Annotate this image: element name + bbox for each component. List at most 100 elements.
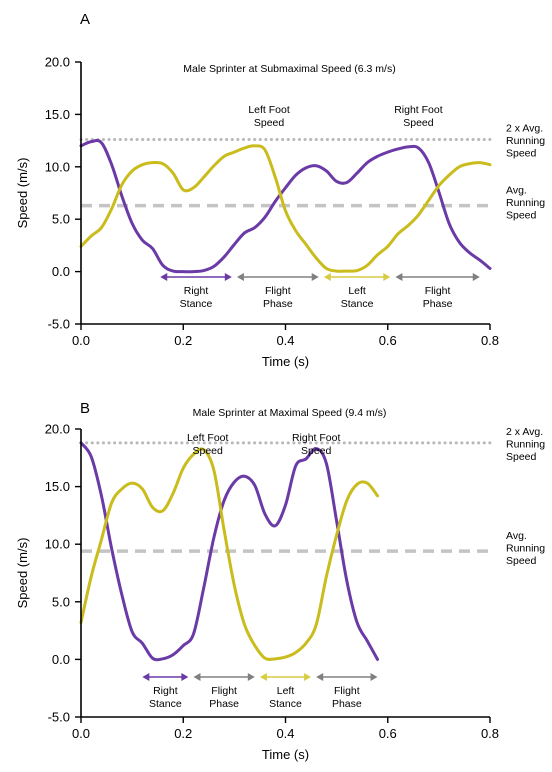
reference-line-label-line: 2 x Avg.: [506, 123, 543, 135]
phase-arrow-head-left: [323, 273, 331, 281]
phase-arrow-head-left: [395, 273, 403, 281]
phase-label-line: Phase: [263, 298, 293, 310]
reference-line-label-line: Running: [506, 135, 545, 147]
phase-arrow-head-left: [193, 673, 201, 681]
phase-arrow-head-left: [142, 673, 150, 681]
curve-label-line: Left Foot: [248, 104, 290, 116]
phase-label: Flight Phase: [263, 285, 293, 310]
phase-arrow-left-stance: Left Stance: [323, 273, 391, 310]
phase-label-line: Stance: [149, 698, 182, 710]
phase-label-line: Right: [153, 685, 178, 697]
phase-label: Flight Phase: [423, 285, 453, 310]
phase-label: Left Stance: [341, 285, 374, 310]
phase-label: Flight Phase: [209, 685, 239, 710]
phase-arrow-flight-phase: Flight Phase: [193, 673, 255, 710]
x-tick-label: 0.6: [379, 333, 397, 348]
phase-label: Right Stance: [180, 285, 213, 310]
chart-panel-a: A Male Sprinter at Submaximal Speed (6.3 …: [15, 11, 545, 369]
x-axis-label: Time (s): [262, 747, 309, 762]
reference-line-label-line: Speed: [506, 210, 537, 222]
chart-panel-b: B Male Sprinter at Maximal Speed (9.4 m/s…: [15, 400, 545, 762]
curve-label: Left Foot Speed: [187, 432, 229, 457]
y-tick-label: 15.0: [45, 479, 70, 494]
phase-arrow-head-right: [370, 673, 378, 681]
curve-label: Left Foot Speed: [248, 104, 290, 129]
curve-label-line: Right Foot: [394, 104, 443, 116]
series-line-left-foot: [79, 144, 492, 273]
reference-line-label-line: 2 x Avg.: [506, 426, 543, 438]
phase-arrow-head-right: [311, 273, 319, 281]
x-axis-label: Time (s): [262, 354, 309, 369]
reference-line-label: 2 x Avg. Running Speed: [506, 123, 545, 160]
x-tick-label: 0.8: [481, 726, 499, 741]
phase-arrow-right-stance: Right Stance: [160, 273, 232, 310]
phase-label-line: Left: [348, 285, 366, 297]
reference-line-label: Avg. Running Speed: [506, 530, 545, 567]
phase-label-line: Left: [277, 685, 295, 697]
series-line-left-foot: [79, 447, 380, 661]
phase-arrow-head-right: [181, 673, 189, 681]
curve-label-line: Speed: [403, 117, 434, 129]
phase-label-line: Right: [184, 285, 209, 297]
y-tick-label: 0.0: [52, 264, 70, 279]
x-tick-label: 0.0: [72, 333, 90, 348]
phase-arrow-flight-phase: Flight Phase: [316, 673, 378, 710]
x-tick-label: 0.2: [174, 333, 192, 348]
phase-arrow-flight-phase: Flight Phase: [395, 273, 480, 310]
curve-label-line: Speed: [301, 445, 332, 457]
panel-label: A: [80, 11, 90, 28]
phase-label-line: Phase: [332, 698, 362, 710]
y-tick-label: 0.0: [52, 652, 70, 667]
curve-label-line: Speed: [254, 117, 285, 129]
reference-line-label-line: Running: [506, 197, 545, 209]
curve-label-line: Speed: [193, 445, 224, 457]
chart-title: Male Sprinter at Submaximal Speed (6.3 m…: [183, 63, 395, 75]
phase-arrow-left-stance: Left Stance: [259, 673, 312, 710]
phase-arrow-head-left: [259, 673, 267, 681]
curve-label-line: Right Foot: [292, 432, 341, 444]
y-tick-label: -5.0: [48, 317, 70, 332]
panel-label: B: [80, 400, 90, 417]
phase-label-line: Phase: [423, 298, 453, 310]
phase-label: Right Stance: [149, 685, 182, 710]
phase-arrow-head-right: [472, 273, 480, 281]
phase-arrow-head-right: [304, 673, 312, 681]
curve-label: Right Foot Speed: [292, 432, 341, 457]
reference-line-label-line: Speed: [506, 555, 537, 567]
phase-arrow-head-left: [236, 273, 244, 281]
chart-title: Male Sprinter at Maximal Speed (9.4 m/s): [193, 407, 387, 419]
y-tick-label: 5.0: [52, 594, 70, 609]
x-tick-label: 0.0: [72, 726, 90, 741]
reference-line-label: Avg. Running Speed: [506, 185, 545, 222]
phase-arrow-head-right: [383, 273, 391, 281]
y-tick-label: 10.0: [45, 537, 70, 552]
phase-label: Left Stance: [269, 685, 302, 710]
x-tick-label: 0.2: [174, 726, 192, 741]
y-tick-label: 5.0: [52, 212, 70, 227]
phase-label-line: Flight: [211, 685, 237, 697]
phase-label: Flight Phase: [332, 685, 362, 710]
phase-arrow-head-left: [316, 673, 324, 681]
phase-label-line: Flight: [265, 285, 291, 297]
x-tick-label: 0.6: [379, 726, 397, 741]
phase-arrow-head-left: [160, 273, 168, 281]
reference-line-label: 2 x Avg. Running Speed: [506, 426, 545, 463]
reference-line-label-line: Speed: [506, 148, 537, 160]
y-tick-label: -5.0: [48, 710, 70, 725]
phase-label-line: Phase: [209, 698, 239, 710]
curve-label-line: Left Foot: [187, 432, 229, 444]
y-tick-label: 15.0: [45, 107, 70, 122]
reference-line-label-line: Running: [506, 438, 545, 450]
x-tick-label: 0.4: [276, 726, 294, 741]
y-axis-label: Speed (m/s): [15, 538, 30, 609]
series-line-right-foot: [79, 139, 492, 274]
y-tick-label: 20.0: [45, 55, 70, 70]
phase-label-line: Flight: [334, 685, 360, 697]
phase-arrow-right-stance: Right Stance: [142, 673, 189, 710]
phase-label-line: Flight: [425, 285, 451, 297]
phase-arrow-flight-phase: Flight Phase: [236, 273, 319, 310]
y-tick-label: 20.0: [45, 422, 70, 437]
y-axis-label: Speed (m/s): [15, 158, 30, 229]
x-tick-label: 0.4: [276, 333, 294, 348]
